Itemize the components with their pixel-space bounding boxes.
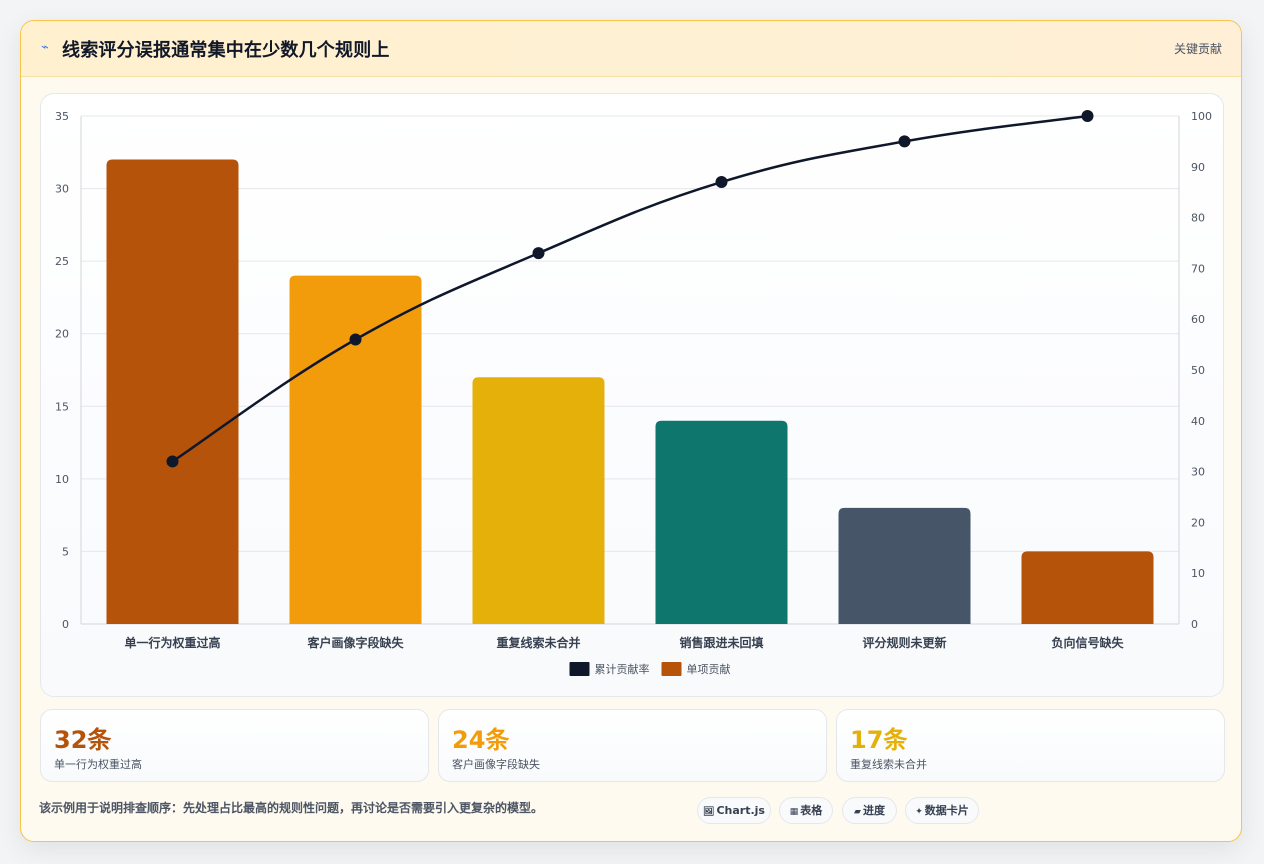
chart-icon: ⌁: [41, 40, 49, 55]
cumulative-point: [532, 247, 545, 260]
stat-label: 单一行为权重过高: [54, 758, 142, 771]
cumulative-point: [1081, 110, 1094, 122]
stat-value: 24条: [452, 726, 510, 754]
table-icon: ▦: [789, 807, 799, 817]
y-right-tick-label: 0: [1191, 618, 1198, 631]
stat-label: 重复线索未合并: [850, 758, 927, 771]
page-title: 线索评分误报通常集中在少数几个规则上: [62, 40, 390, 61]
y-right-tick-label: 70: [1191, 262, 1205, 275]
chart-panel: 0 5 10 15 20 25 30 35 0 10 20 30 40 50 60 70 80 90 100 单一行为…: [40, 93, 1224, 697]
y-right-tick-label: 30: [1191, 466, 1205, 479]
footnote: 该示例用于说明排查顺序：先处理占比最高的规则性问题，再讨论是否需要引入更复杂的模…: [39, 801, 544, 815]
legend-label: 单项贡献: [687, 662, 731, 676]
stat-card-1: 32条 单一行为权重过高: [40, 709, 429, 782]
y-right-tick-label: 90: [1191, 161, 1205, 174]
cumulative-point: [715, 176, 728, 189]
y-left-tick-label: 0: [62, 618, 69, 631]
cumulative-point: [349, 333, 362, 346]
y-right-tick-label: 60: [1191, 313, 1205, 326]
y-left-tick-label: 30: [55, 183, 69, 196]
x-tick-label: 评分规则未更新: [862, 635, 946, 650]
y-left-tick-label: 15: [55, 400, 69, 413]
chip-data-card[interactable]: ✦ 数据卡片: [905, 797, 979, 824]
card-header: ⌁ 线索评分误报通常集中在少数几个规则上 关键贡献: [21, 21, 1241, 77]
y-left-tick-label: 25: [55, 255, 69, 268]
y-right-tick-label: 50: [1191, 364, 1205, 377]
stat-card-3: 17条 重复线索未合并: [836, 709, 1225, 782]
chip-progress[interactable]: ▰ 进度: [842, 797, 897, 824]
legend-label: 累计贡献率: [595, 662, 650, 676]
stat-value: 17条: [850, 726, 908, 754]
sparkle-icon: ✦: [915, 807, 923, 817]
stat-label: 客户画像字段缺失: [452, 758, 540, 771]
y-left-tick-label: 10: [55, 473, 69, 486]
bar: [472, 377, 605, 624]
image-icon: 🖼: [703, 807, 715, 817]
chip-table[interactable]: ▦ 表格: [779, 797, 833, 824]
bar: [655, 420, 788, 624]
bar: [289, 275, 422, 624]
chip-chartjs[interactable]: 🖼 Chart.js: [697, 797, 771, 824]
header-tag: 关键贡献: [1173, 42, 1222, 56]
bar: [1021, 551, 1154, 624]
y-left-tick-label: 20: [55, 328, 69, 341]
y-right-tick-label: 100: [1191, 110, 1212, 123]
x-tick-label: 客户画像字段缺失: [306, 635, 404, 650]
x-tick-label: 负向信号缺失: [1051, 635, 1124, 650]
y-right-tick-label: 80: [1191, 212, 1205, 225]
x-tick-label: 重复线索未合并: [496, 635, 580, 650]
bar: [838, 507, 971, 624]
legend-swatch: [661, 662, 682, 676]
legend-swatch: [569, 662, 590, 676]
chip-label: 数据卡片: [924, 804, 969, 817]
y-right-tick-label: 40: [1191, 415, 1205, 428]
chip-label: 进度: [862, 804, 885, 817]
y-right-tick-label: 10: [1191, 567, 1205, 580]
stat-value: 32条: [54, 726, 112, 754]
y-left-tick-label: 5: [62, 545, 69, 558]
cumulative-point: [166, 455, 179, 468]
cumulative-line: [171, 114, 1088, 463]
x-tick-label: 销售跟进未回填: [679, 635, 763, 650]
pareto-card: ⌁ 线索评分误报通常集中在少数几个规则上 关键贡献 0 5 10 15 20 25 30 35…: [20, 20, 1242, 842]
bar: [106, 159, 239, 624]
stat-card-2: 24条 客户画像字段缺失: [438, 709, 827, 782]
chip-label: Chart.js: [716, 804, 765, 817]
x-tick-label: 单一行为权重过高: [124, 635, 220, 650]
y-right-tick-label: 20: [1191, 516, 1205, 529]
y-left-tick-label: 35: [55, 110, 69, 123]
cumulative-point: [898, 135, 911, 148]
pareto-chart: 0 5 10 15 20 25 30 35 0 10 20 30 40 50 60 70 80 90 100 单一行为…: [55, 110, 1212, 676]
chip-label: 表格: [800, 804, 823, 817]
progress-icon: ▰: [854, 807, 861, 817]
